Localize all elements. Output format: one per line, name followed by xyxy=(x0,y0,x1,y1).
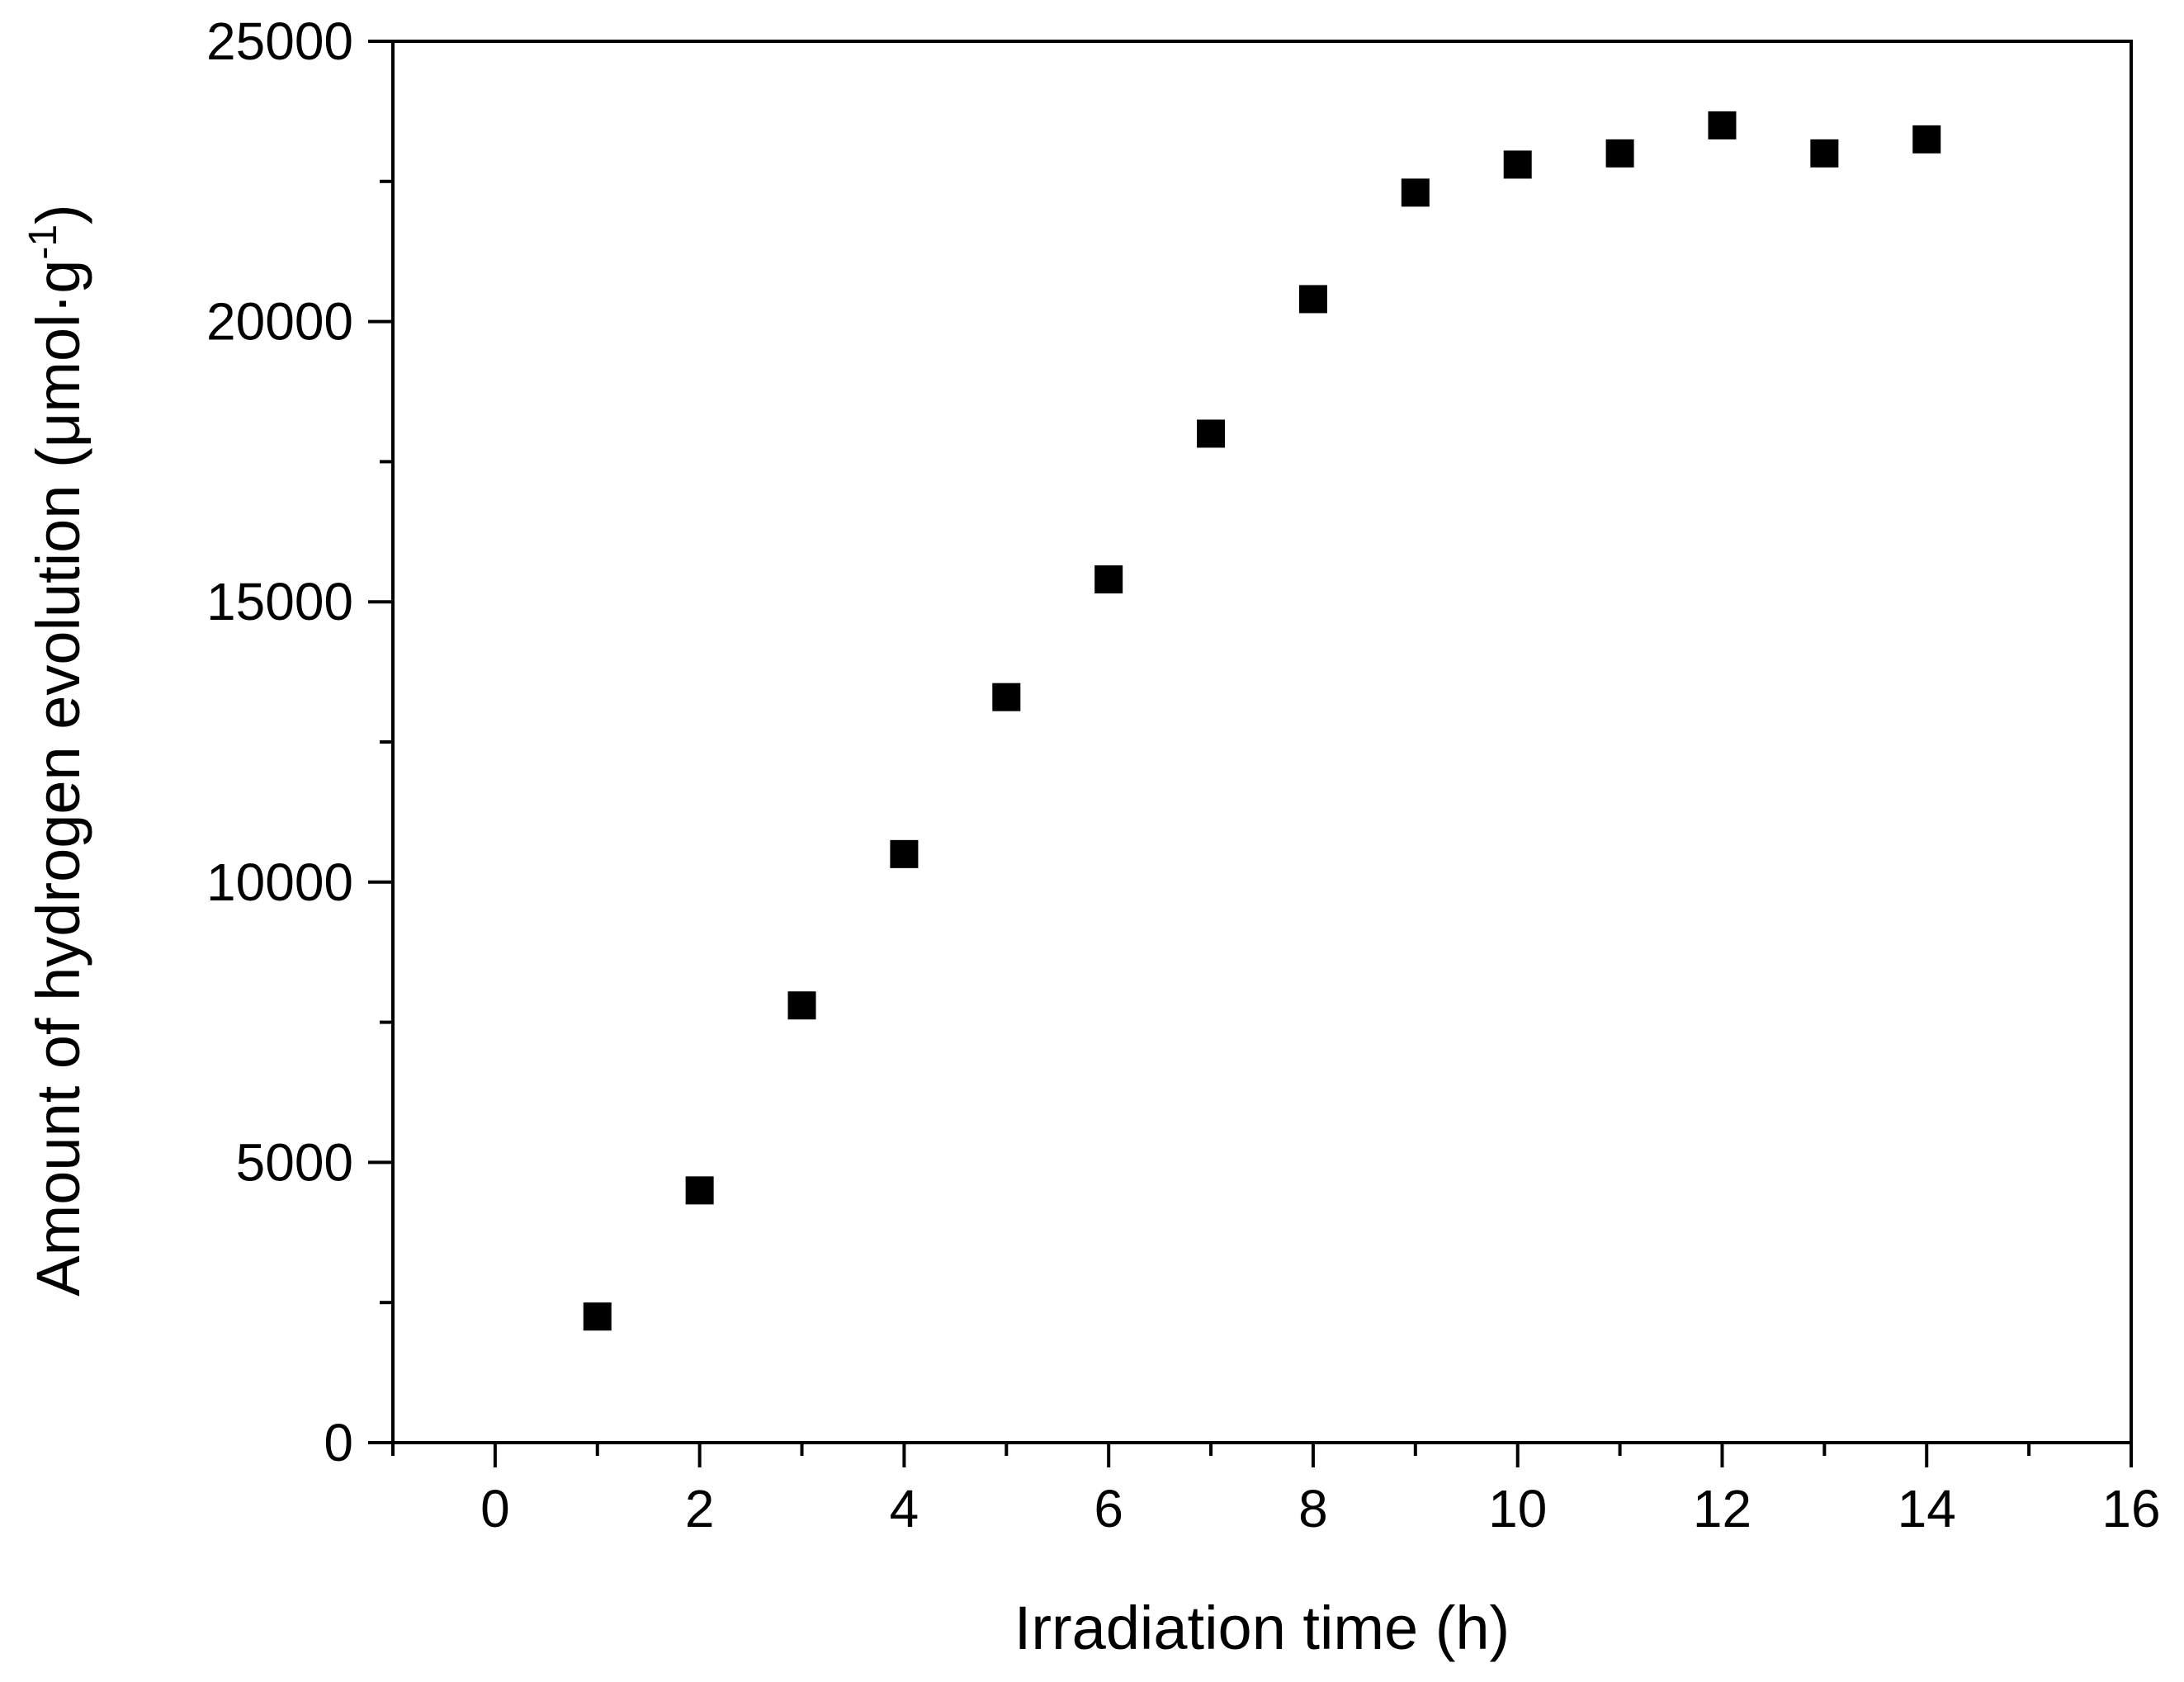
data-point xyxy=(1503,150,1532,179)
x-tick-label: 16 xyxy=(2101,1479,2160,1538)
data-point xyxy=(583,1302,612,1331)
x-tick-label: 10 xyxy=(1488,1479,1547,1538)
data-point xyxy=(1298,285,1327,314)
y-axis-title: Amount of hydrogen evolution (μmol·g-1) xyxy=(21,204,92,1296)
tick-labels: 0 2 4 6 8 10 12 14 16 0 5000 10000 15000 20000 25000 xyxy=(206,12,2161,1538)
y-tick-label: 25000 xyxy=(206,12,353,71)
axis-ticks xyxy=(368,40,2133,1467)
data-point xyxy=(1912,125,1941,154)
data-point xyxy=(1197,419,1226,448)
y-axis-title-close: ) xyxy=(24,204,92,224)
data-point xyxy=(1094,565,1123,594)
y-tick-label: 15000 xyxy=(206,572,353,631)
data-point xyxy=(787,991,816,1020)
data-point xyxy=(1401,178,1430,207)
x-tick-label: 2 xyxy=(685,1479,715,1538)
y-tick-label: 10000 xyxy=(206,853,353,912)
x-tick-label: 6 xyxy=(1094,1479,1123,1538)
data-point xyxy=(890,839,919,868)
data-points xyxy=(583,111,1941,1331)
x-tick-label: 4 xyxy=(890,1479,919,1538)
x-tick-label: 8 xyxy=(1298,1479,1328,1538)
data-point xyxy=(1810,139,1839,168)
y-tick-label: 0 xyxy=(324,1413,353,1472)
x-axis-title: Irradiation time (h) xyxy=(1014,1594,1510,1662)
data-point xyxy=(1605,139,1634,168)
plot-frame xyxy=(391,40,2133,1444)
y-axis-title-main: Amount of hydrogen evolution (μmol·g xyxy=(24,260,92,1297)
data-point xyxy=(992,683,1021,711)
data-point xyxy=(685,1176,714,1205)
y-tick-label: 20000 xyxy=(206,292,353,352)
y-axis-title-superscript: -1 xyxy=(21,224,65,260)
x-tick-label: 0 xyxy=(480,1479,510,1538)
data-point xyxy=(1708,111,1737,139)
x-tick-label: 12 xyxy=(1693,1479,1751,1538)
x-tick-label: 14 xyxy=(1898,1479,1956,1538)
y-tick-label: 5000 xyxy=(236,1132,353,1192)
